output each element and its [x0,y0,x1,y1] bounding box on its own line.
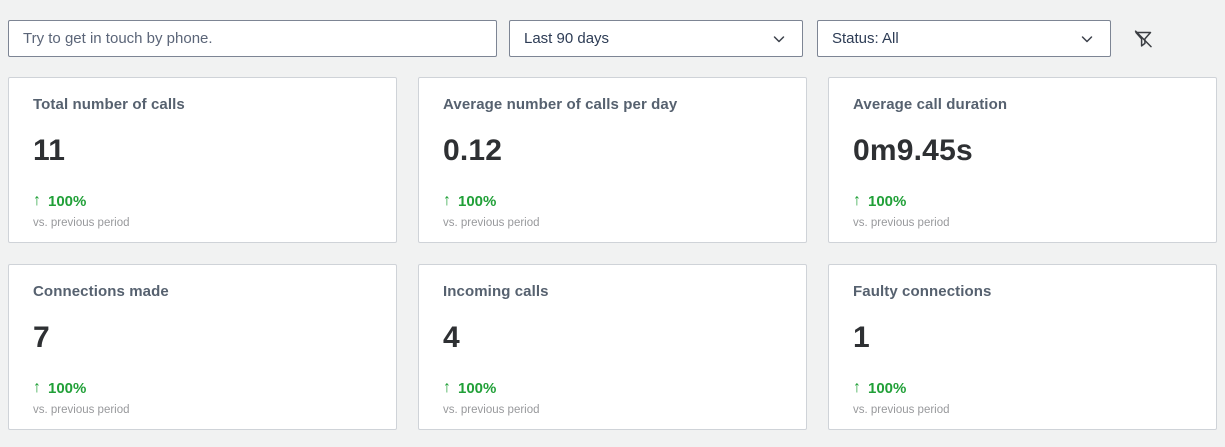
card-title: Total number of calls [33,96,185,113]
filters-toolbar: Last 90 days Status: All [0,0,1225,57]
card-value: 1 [853,321,870,354]
card-title: Average number of calls per day [443,96,678,113]
status-dropdown-value: Status: All [832,30,899,47]
stat-card: Total number of calls 11 ↑ 100% vs. prev… [8,77,397,243]
trend-value: 100% [48,379,87,397]
card-caption: vs. previous period [443,217,540,229]
trend-up-arrow-icon: ↑ [443,192,451,209]
card-trend: ↑ 100% [853,192,1192,210]
stat-card: Connections made 7 ↑ 100% vs. previous p… [8,264,397,430]
card-value: 7 [33,321,50,354]
card-trend: ↑ 100% [33,379,372,397]
clear-filters-button[interactable] [1128,24,1158,54]
stat-card: Faulty connections 1 ↑ 100% vs. previous… [828,264,1217,430]
trend-value: 100% [868,379,907,397]
card-title: Average call duration [853,96,1008,113]
trend-up-arrow-icon: ↑ [853,379,861,396]
card-trend: ↑ 100% [853,379,1192,397]
card-value: 11 [33,134,66,167]
card-trend: ↑ 100% [33,192,372,210]
period-dropdown[interactable]: Last 90 days [509,20,803,57]
card-caption: vs. previous period [33,217,130,229]
status-dropdown[interactable]: Status: All [817,20,1111,57]
trend-value: 100% [48,192,87,210]
filter-off-icon [1131,27,1155,51]
card-trend: ↑ 100% [443,192,782,210]
stat-cards-grid: Total number of calls 11 ↑ 100% vs. prev… [0,77,1225,430]
period-dropdown-value: Last 90 days [524,30,610,47]
chevron-down-icon [1078,30,1096,48]
card-title: Faulty connections [853,283,992,300]
card-caption: vs. previous period [443,404,540,416]
chevron-down-icon [770,30,788,48]
trend-up-arrow-icon: ↑ [443,379,451,396]
card-caption: vs. previous period [33,404,130,416]
card-caption: vs. previous period [853,404,950,416]
trend-value: 100% [458,379,497,397]
search-input[interactable] [8,20,497,57]
stat-card: Average call duration 0m9.45s ↑ 100% vs.… [828,77,1217,243]
card-title: Connections made [33,283,169,300]
trend-up-arrow-icon: ↑ [853,192,861,209]
trend-up-arrow-icon: ↑ [33,192,41,209]
card-value: 0m9.45s [853,134,973,167]
card-title: Incoming calls [443,283,549,300]
stat-card: Average number of calls per day 0.12 ↑ 1… [418,77,807,243]
stat-card: Incoming calls 4 ↑ 100% vs. previous per… [418,264,807,430]
card-value: 0.12 [443,134,503,167]
trend-up-arrow-icon: ↑ [33,379,41,396]
trend-value: 100% [868,192,907,210]
card-value: 4 [443,321,460,354]
card-trend: ↑ 100% [443,379,782,397]
trend-value: 100% [458,192,497,210]
card-caption: vs. previous period [853,217,950,229]
